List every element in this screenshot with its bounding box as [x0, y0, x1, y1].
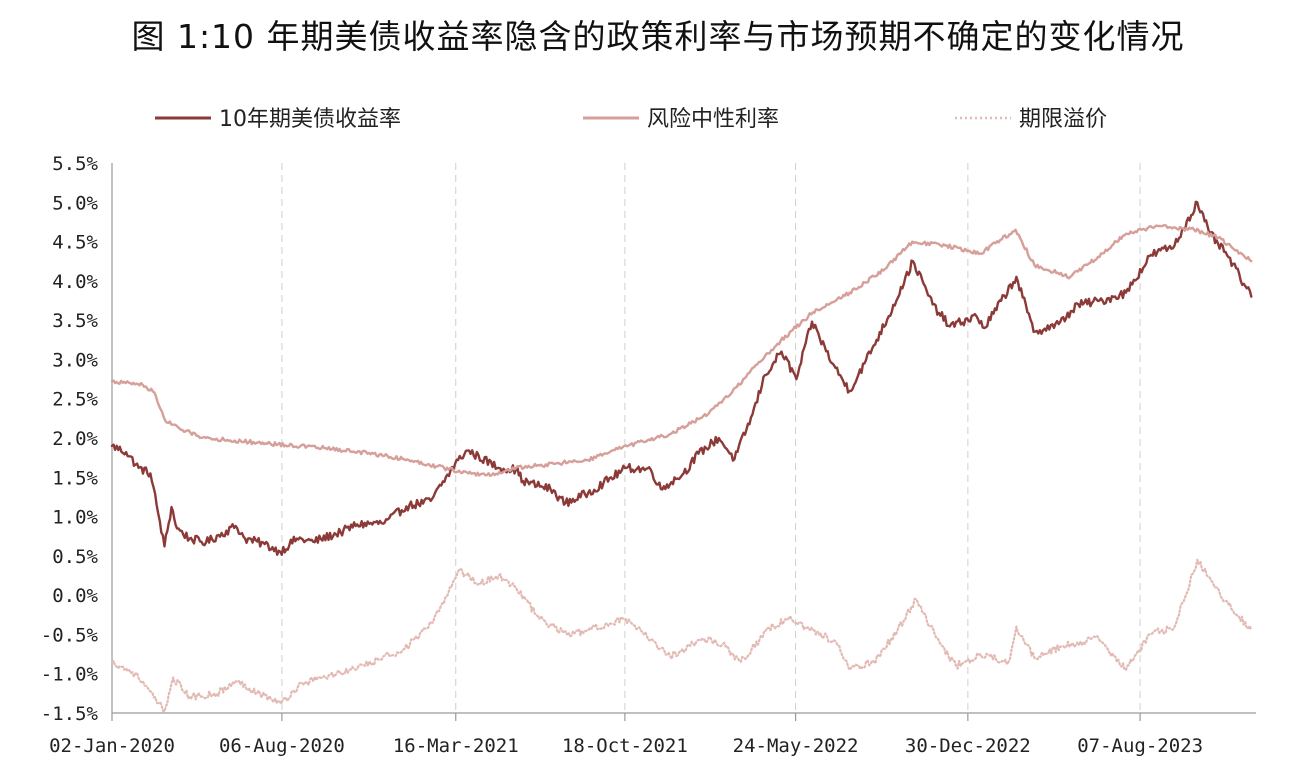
x-tick-label: 30-Dec-2022: [905, 735, 1031, 757]
x-tick-label: 06-Aug-2020: [219, 735, 345, 757]
series-line-1: [110, 200, 1253, 556]
y-tick-label: 0.5%: [52, 546, 98, 568]
y-tick-label: -1.5%: [41, 703, 99, 725]
y-tick-label: 0.0%: [52, 585, 98, 607]
series-layer: [110, 200, 1253, 713]
axis-layer: 5.5% 5.0% 4.5% 4.0% 3.5% 3.0% 2.5% 2.0% 1.5% 1.0%…: [41, 153, 1256, 757]
y-tick-label: 5.5%: [52, 153, 98, 175]
y-tick-label: -0.5%: [41, 624, 99, 646]
y-tick-label: 5.0%: [52, 192, 98, 214]
x-tick-label: 02-Jan-2020: [49, 735, 175, 757]
legend-label: 10年期美债收益率: [219, 107, 401, 132]
legend: 10年期美债收益率 风险中性利率 期限溢价: [155, 107, 1107, 132]
grid-layer: [281, 163, 1141, 713]
x-tick-label: 18-Oct-2021: [562, 735, 688, 757]
y-tick-label: 1.0%: [52, 507, 98, 529]
y-tick-label: 2.5%: [52, 389, 98, 411]
x-tick-label: 16-Mar-2021: [393, 735, 519, 757]
x-tick-label: 07-Aug-2023: [1077, 735, 1203, 757]
legend-label: 期限溢价: [1019, 107, 1107, 132]
series-line-2: [110, 223, 1253, 478]
y-tick-label: 4.5%: [52, 232, 98, 254]
y-tick-label: 3.0%: [52, 349, 98, 371]
chart-title: 图 1:10 年期美债收益率隐含的政策利率与市场预期不确定的变化情况: [131, 17, 1185, 56]
y-tick-label: 2.0%: [52, 428, 98, 450]
series-line-3: [110, 558, 1253, 713]
y-tick-label: 1.5%: [52, 467, 98, 489]
y-tick-label: 4.0%: [52, 271, 98, 293]
legend-label: 风险中性利率: [647, 107, 779, 132]
y-tick-label: -1.0%: [41, 664, 99, 686]
y-tick-label: 3.5%: [52, 310, 98, 332]
x-tick-label: 24-May-2022: [733, 735, 859, 757]
